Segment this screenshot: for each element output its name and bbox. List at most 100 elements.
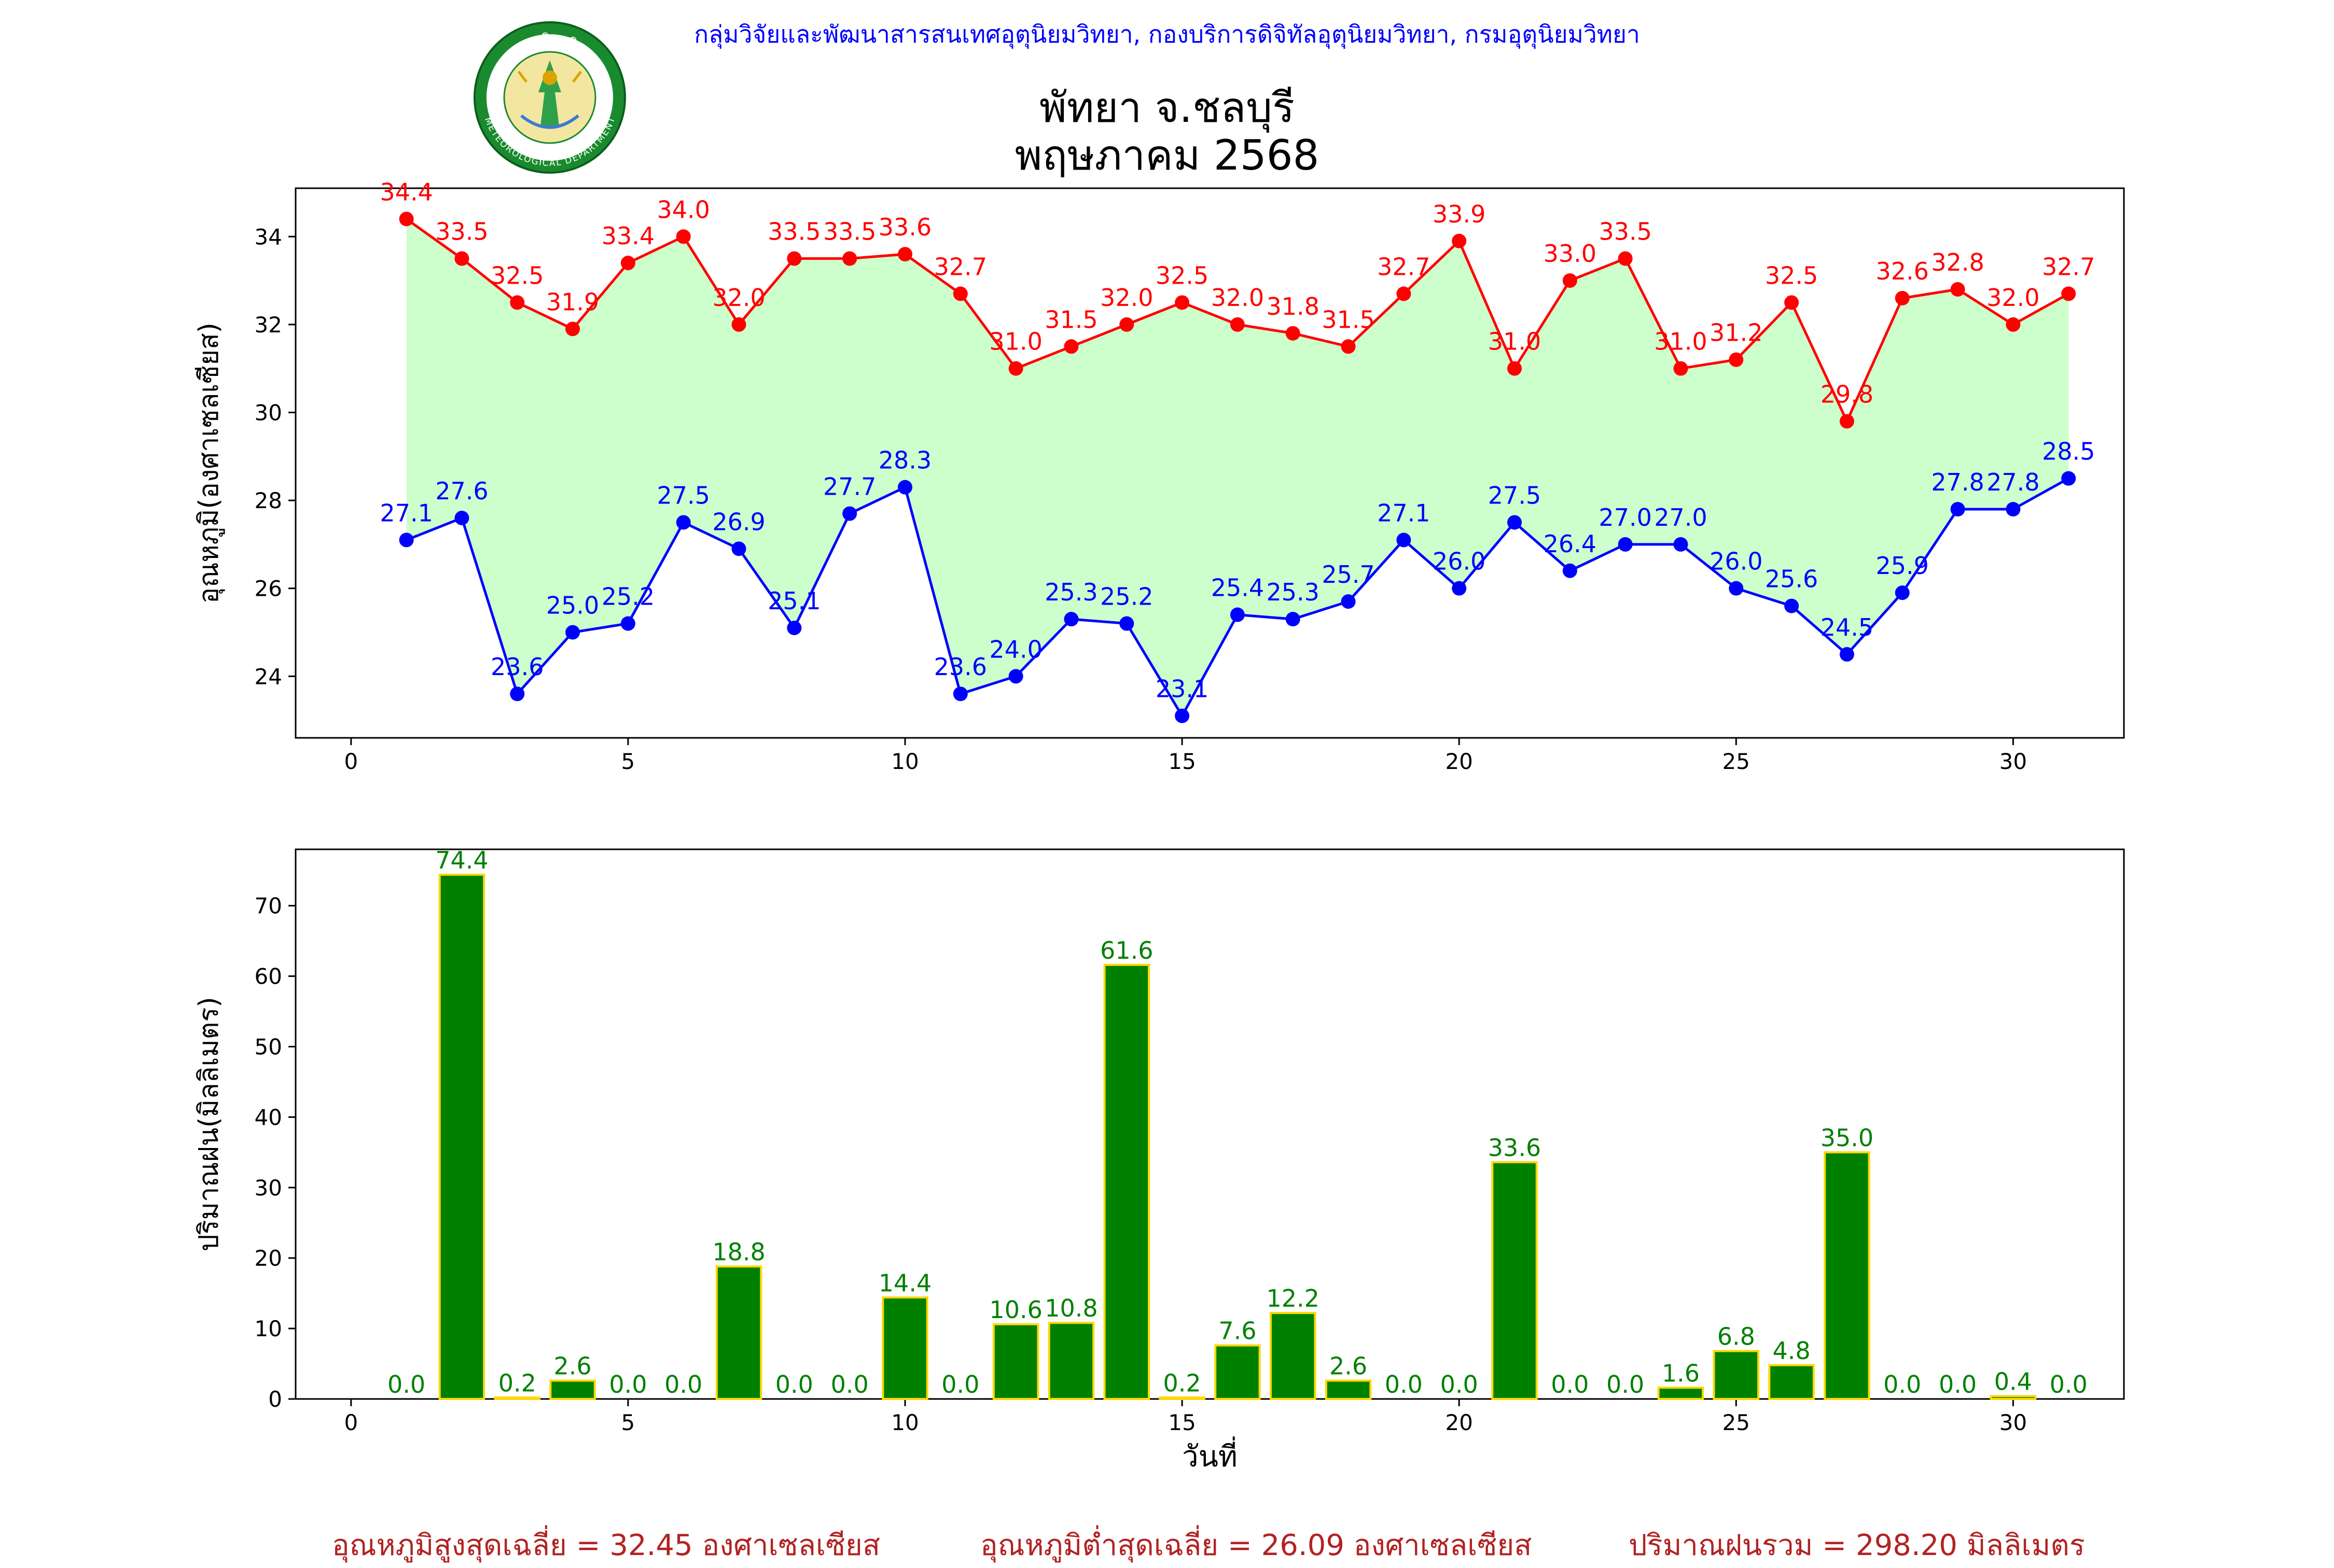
min-temp-point [1784, 598, 1799, 613]
min-temp-data-label: 26.0 [1433, 548, 1485, 576]
max-temp-point [2006, 317, 2021, 332]
min-temp-point [565, 625, 580, 640]
max-temp-point [1230, 317, 1245, 332]
chart-title-station: พัทยา จ.ชลบุรี [1039, 83, 1295, 132]
rain-y-tick-label: 70 [255, 893, 282, 919]
max-temp-data-label: 33.9 [1433, 200, 1485, 228]
max-temp-point [1839, 414, 1854, 429]
min-temp-point [1618, 537, 1633, 552]
min-temp-point [1064, 612, 1079, 627]
max-temp-data-label: 31.2 [1710, 319, 1762, 347]
max-temp-point [1008, 361, 1023, 376]
min-temp-point [1008, 669, 1023, 684]
max-temp-point [1341, 339, 1356, 354]
max-temp-data-label: 31.5 [1322, 305, 1374, 333]
min-temp-point [620, 616, 635, 631]
rain-data-label: 14.4 [879, 1269, 932, 1297]
min-temp-point [1452, 581, 1467, 596]
avg-min-temp-text: อุณหภูมิต่ำสุดเฉลี่ย = 26.09 องศาเซลเซีย… [980, 1529, 1532, 1562]
max-temp-point [1673, 361, 1688, 376]
min-temp-data-label: 27.0 [1599, 503, 1651, 531]
rain-bar [715, 1265, 762, 1401]
rain-y-tick-label: 50 [255, 1034, 282, 1060]
rain-data-label: 0.0 [831, 1370, 869, 1398]
rain-bar [1491, 1161, 1538, 1400]
max-temp-point [454, 251, 469, 266]
rain-bar [1657, 1387, 1704, 1400]
rain-data-label: 2.6 [1329, 1352, 1367, 1380]
min-temp-point [1507, 515, 1522, 530]
max-temp-point [565, 321, 580, 337]
rain-data-label: 0.0 [941, 1370, 979, 1398]
min-temp-point [1950, 502, 1965, 517]
max-temp-point [842, 251, 857, 266]
min-temp-data-label: 27.0 [1654, 503, 1707, 531]
temp-plot-frame [295, 187, 2125, 739]
min-temp-point [1839, 647, 1854, 662]
temp-x-tick-label: 0 [344, 749, 358, 774]
max-temp-data-label: 33.5 [435, 218, 488, 246]
chart-title-month: พฤษภาคม 2568 [1015, 131, 1319, 179]
rain-y-tick-label: 10 [255, 1316, 282, 1341]
min-temp-point [2006, 502, 2021, 517]
temp-x-tick-label: 20 [1445, 749, 1472, 774]
temp-y-tick-label: 24 [255, 664, 282, 689]
max-temp-point [2061, 286, 2076, 301]
max-temp-point [1507, 361, 1522, 376]
rain-bar [1159, 1396, 1205, 1400]
min-temp-point [731, 541, 746, 556]
max-temp-data-label: 32.0 [1211, 284, 1264, 312]
max-temp-data-label: 32.6 [1876, 257, 1929, 285]
max-temp-data-label: 31.0 [1488, 328, 1541, 356]
rain-data-label: 0.0 [1551, 1370, 1589, 1398]
max-temp-data-label: 32.5 [1156, 261, 1208, 289]
max-temp-data-label: 31.0 [1654, 328, 1707, 356]
rain-bar [1990, 1395, 2037, 1401]
max-temp-data-label: 31.8 [1267, 292, 1319, 320]
min-temp-point [842, 506, 857, 521]
rain-y-tick-label: 40 [255, 1104, 282, 1130]
max-temp-data-label: 32.7 [934, 253, 987, 281]
max-temp-data-label: 33.4 [602, 222, 655, 250]
rain-data-label: 0.0 [387, 1370, 425, 1398]
rain-bar [438, 873, 485, 1400]
max-temp-data-label: 33.0 [1544, 240, 1596, 268]
max-temp-point [787, 251, 802, 266]
min-temp-point [1895, 585, 1910, 600]
temp-y-tick-label: 30 [255, 400, 282, 425]
max-temp-point [399, 212, 414, 227]
rain-bar [1824, 1151, 1870, 1400]
rain-bar [1214, 1344, 1261, 1401]
rain-bar [1103, 963, 1150, 1401]
min-temp-point [676, 515, 691, 530]
rain-data-label: 1.6 [1662, 1359, 1700, 1387]
min-temp-data-label: 27.5 [657, 481, 710, 509]
max-temp-point [620, 256, 635, 271]
rain-data-label: 35.0 [1821, 1124, 1873, 1152]
max-temp-data-label: 32.7 [2042, 253, 2095, 281]
max-temp-point [1396, 286, 1411, 301]
max-temp-point [1064, 339, 1079, 354]
header-credit: กลุ่มวิจัยและพัฒนาสารสนเทศอุตุนิยมวิทยา,… [694, 20, 1640, 48]
min-temp-data-label: 25.3 [1045, 578, 1097, 606]
max-temp-point [898, 247, 912, 262]
rain-x-tick-label: 15 [1168, 1410, 1196, 1435]
min-temp-data-label: 26.9 [712, 508, 765, 536]
rain-y-tick-label: 20 [255, 1245, 282, 1271]
min-temp-data-label: 25.7 [1322, 561, 1374, 589]
min-temp-data-label: 27.7 [823, 473, 876, 501]
max-temp-point [1784, 295, 1799, 310]
max-temp-point [1452, 233, 1467, 248]
min-temp-point [1396, 533, 1411, 548]
max-temp-data-label: 31.9 [546, 288, 599, 316]
max-temp-data-label: 32.5 [491, 261, 544, 289]
rain-x-tick-label: 10 [891, 1410, 919, 1435]
min-temp-data-label: 27.8 [1986, 468, 2039, 496]
rain-data-label: 6.8 [1717, 1323, 1755, 1351]
min-temp-data-label: 23.1 [1156, 675, 1208, 703]
rain-bar [882, 1296, 928, 1400]
rain-bar [1713, 1350, 1759, 1401]
min-temp-data-label: 25.9 [1876, 552, 1929, 580]
rain-bar [1048, 1322, 1095, 1400]
total-rain-text: ปริมาณฝนรวม = 298.20 มิลลิเมตร [1629, 1529, 2085, 1562]
